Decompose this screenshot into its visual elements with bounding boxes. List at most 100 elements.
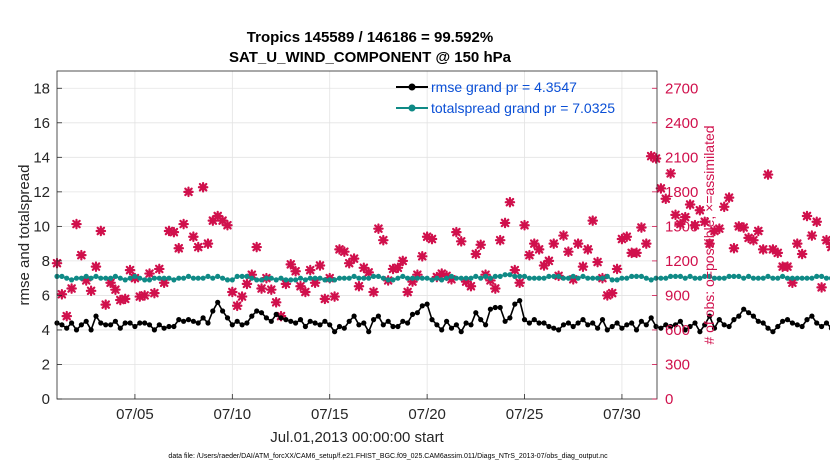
rmse-point-146 xyxy=(765,325,771,331)
obs-point-139 xyxy=(728,242,740,254)
obs-point-59 xyxy=(339,246,350,257)
obs-point-34 xyxy=(217,215,228,226)
totalspread-point-3 xyxy=(69,277,75,283)
totalspread-point-60 xyxy=(346,275,352,281)
obs-point-49 xyxy=(290,265,301,277)
obs-point-61 xyxy=(348,253,360,264)
rmse-point-2 xyxy=(64,325,70,331)
rmse-point-145 xyxy=(760,320,766,326)
rmse-point-92 xyxy=(502,318,508,324)
totalspread-point-42 xyxy=(258,277,265,283)
rmse-point-95 xyxy=(517,298,523,304)
rmse-point-151 xyxy=(789,320,796,326)
rmse-point-109 xyxy=(585,322,591,328)
totalspread-point-145 xyxy=(760,275,766,281)
totalspread-point-79 xyxy=(439,277,445,283)
totalspread-point-86 xyxy=(473,273,479,279)
obs-point-71 xyxy=(397,255,409,267)
obs-point-81 xyxy=(446,274,457,285)
rmse-point-54 xyxy=(317,322,323,328)
rmse-point-61 xyxy=(351,313,357,319)
obs-point-14 xyxy=(119,293,131,305)
obs-point-3 xyxy=(66,283,77,294)
rmse-point-27 xyxy=(185,317,192,323)
totalspread-point-116 xyxy=(619,275,625,281)
totalspread-point-139 xyxy=(731,273,737,279)
rmse-point-144 xyxy=(755,318,761,324)
totalspread-point-61 xyxy=(351,273,357,279)
obs-point-1 xyxy=(56,288,68,300)
rmse-point-10 xyxy=(103,322,109,328)
rmse-point-142 xyxy=(746,310,752,316)
totalspread-point-20 xyxy=(151,275,157,281)
obs-point-66 xyxy=(373,223,384,234)
y2-tick-label-1: 300 xyxy=(665,356,690,373)
rmse-point-43 xyxy=(263,315,269,321)
obs-point-69 xyxy=(387,263,399,275)
totalspread-point-28 xyxy=(190,275,196,281)
obs-point-60 xyxy=(343,257,355,269)
obs-point-73 xyxy=(407,276,418,287)
rmse-point-64 xyxy=(366,329,372,335)
totalspread-point-100 xyxy=(541,275,547,281)
obs-point-95 xyxy=(514,277,525,289)
y-tick-label-3: 6 xyxy=(42,287,50,304)
rmse-point-3 xyxy=(69,320,75,326)
rmse-point-8 xyxy=(93,313,99,319)
rmse-point-97 xyxy=(526,320,533,326)
legend-totalspread-label: totalspread grand pr = 7.0325 xyxy=(431,100,615,116)
totalspread-point-35 xyxy=(224,277,231,283)
totalspread-point-118 xyxy=(629,273,635,279)
totalspread-point-152 xyxy=(794,275,800,281)
totalspread-point-89 xyxy=(487,275,493,281)
totalspread-point-10 xyxy=(103,275,109,281)
rmse-point-99 xyxy=(536,320,542,326)
totalspread-point-41 xyxy=(254,277,260,283)
rmse-point-77 xyxy=(429,317,435,323)
totalspread-point-57 xyxy=(332,277,338,283)
totalspread-point-21 xyxy=(156,275,162,281)
obs-point-121 xyxy=(640,238,652,249)
obs-point-93 xyxy=(504,196,516,208)
totalspread-point-72 xyxy=(405,275,411,281)
obs-point-29 xyxy=(192,241,204,253)
totalspread-point-135 xyxy=(711,275,718,281)
obs-point-158 xyxy=(821,234,830,246)
rmse-point-5 xyxy=(78,322,84,328)
obs-point-15 xyxy=(124,264,136,276)
totalspread-point-44 xyxy=(268,275,274,281)
rmse-point-39 xyxy=(244,320,250,326)
obs-point-109 xyxy=(582,244,594,255)
rmse-point-87 xyxy=(478,317,484,323)
rmse-point-123 xyxy=(653,323,659,330)
rmse-point-73 xyxy=(409,311,416,317)
totalspread-point-67 xyxy=(380,275,386,281)
y-tick-label-5: 10 xyxy=(33,218,50,235)
legend-rmse-label: rmse grand pr = 4.3547 xyxy=(431,79,577,95)
obs-point-152 xyxy=(791,238,803,249)
totalspread-point-111 xyxy=(595,275,601,281)
totalspread-point-122 xyxy=(648,277,654,283)
obs-point-106 xyxy=(567,274,579,285)
y2-tick-label-5: 1500 xyxy=(665,218,698,235)
totalspread-point-154 xyxy=(804,275,810,281)
totalspread-point-9 xyxy=(98,275,104,281)
obs-point-114 xyxy=(606,287,618,299)
rmse-point-80 xyxy=(444,318,450,324)
totalspread-point-104 xyxy=(560,275,567,281)
rmse-point-110 xyxy=(590,320,596,326)
rmse-point-30 xyxy=(200,315,206,321)
obs-point-5 xyxy=(76,249,87,261)
rmse-point-118 xyxy=(629,320,635,326)
obs-point-130 xyxy=(684,199,696,210)
rmse-point-141 xyxy=(741,306,747,312)
obs-point-124 xyxy=(655,183,667,194)
rmse-point-153 xyxy=(799,323,805,330)
obs-point-144 xyxy=(752,225,764,237)
rmse-point-89 xyxy=(487,306,493,312)
totalspread-point-103 xyxy=(556,273,562,279)
totalspread-point-32 xyxy=(210,275,216,281)
obs-point-119 xyxy=(631,247,642,259)
rmse-point-74 xyxy=(414,310,420,316)
obs-point-10 xyxy=(100,299,112,310)
